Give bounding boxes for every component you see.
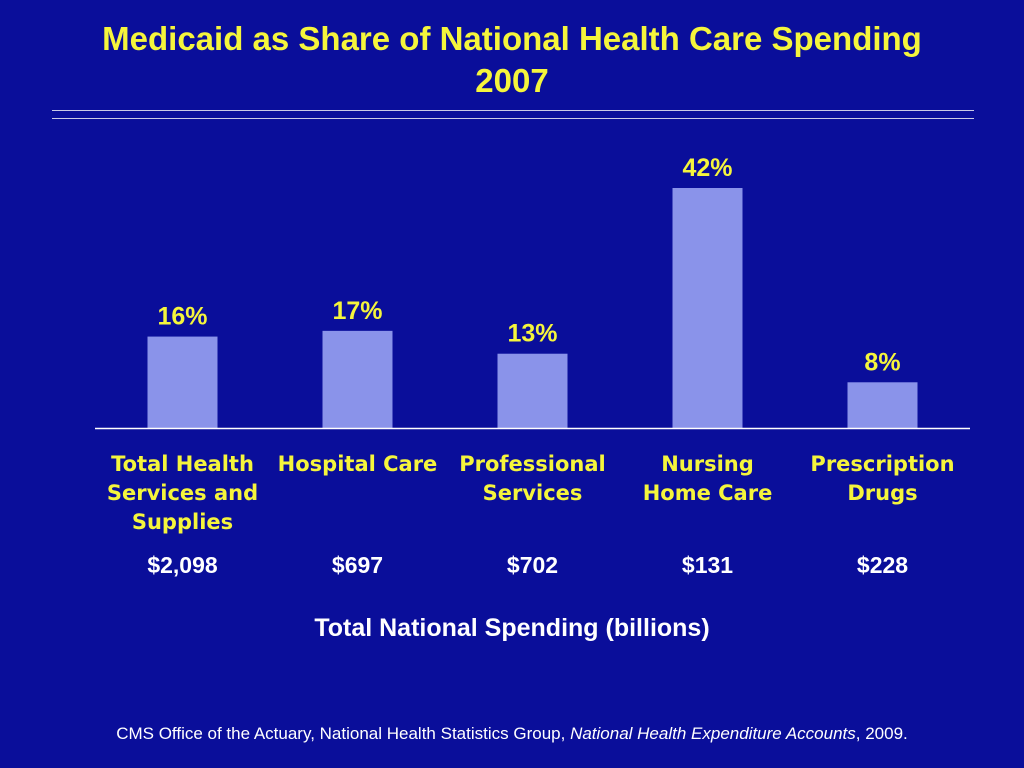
source-title: National Health Expenditure Accounts	[570, 724, 856, 743]
bar	[672, 188, 743, 428]
category-tick-label: Prescription	[810, 452, 954, 476]
spending-label: $228	[857, 552, 908, 578]
category-tick-label: Drugs	[847, 481, 917, 505]
source-suffix: , 2009.	[855, 724, 908, 743]
title-rule-top	[52, 110, 974, 111]
category-tick-label: Hospital Care	[278, 452, 438, 476]
data-label: 42%	[682, 154, 732, 182]
source-note: CMS Office of the Actuary, National Heal…	[0, 724, 1024, 744]
category-tick-label: Professional	[459, 452, 606, 476]
spending-label: $702	[507, 552, 558, 578]
data-label: 17%	[332, 297, 382, 325]
bar	[497, 353, 568, 428]
x-axis-title: Total National Spending (billions)	[314, 614, 710, 642]
category-tick-label: Supplies	[132, 510, 233, 534]
category-tick-label: Services	[483, 481, 583, 505]
bar	[847, 382, 918, 428]
category-tick-label: Nursing	[661, 452, 754, 476]
spending-label: $2,098	[147, 552, 218, 578]
spending-label: $697	[332, 552, 383, 578]
bar	[322, 330, 393, 428]
data-label: 13%	[507, 320, 557, 348]
source-prefix: CMS Office of the Actuary, National Heal…	[116, 724, 571, 743]
data-label: 16%	[157, 303, 207, 331]
spending-label: $131	[682, 552, 733, 578]
category-tick-label: Total Health	[111, 452, 254, 476]
bar	[147, 336, 218, 428]
chart-title: Medicaid as Share of National Health Car…	[0, 18, 1024, 102]
data-label: 8%	[864, 348, 900, 376]
title-line-2: 2007	[475, 62, 549, 99]
title-rule-bottom	[52, 118, 974, 119]
category-tick-label: Home Care	[643, 481, 773, 505]
title-line-1: Medicaid as Share of National Health Car…	[102, 20, 922, 57]
category-tick-label: Services and	[107, 481, 258, 505]
